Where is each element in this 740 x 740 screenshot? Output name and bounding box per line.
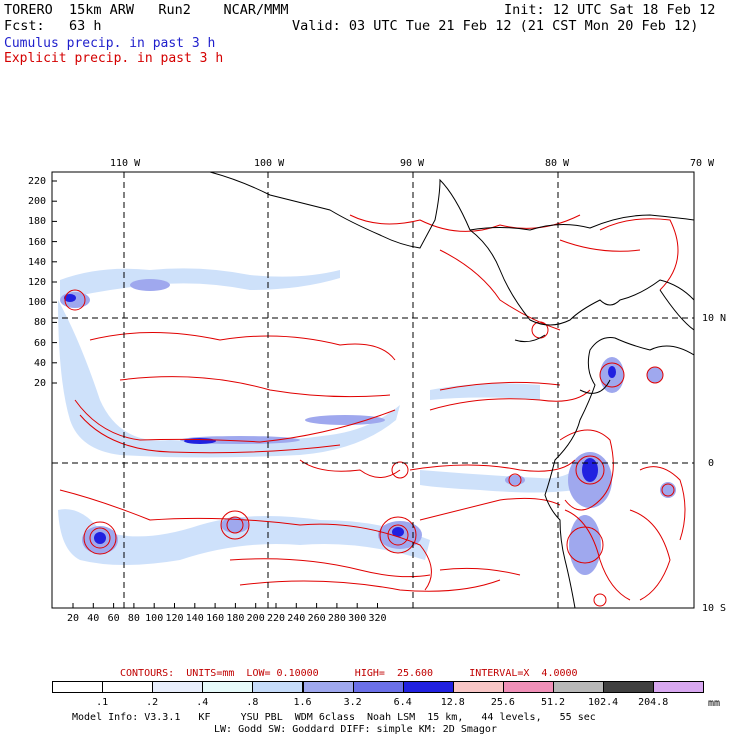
valid-time: Valid: 03 UTC Tue 21 Feb 12 (21 CST Mon … — [292, 18, 699, 34]
x-axis-ticks — [72, 603, 378, 608]
x-tick-label: 300 — [348, 613, 367, 624]
explicit-cells — [64, 289, 675, 607]
colorbar-swatch — [502, 681, 554, 693]
cumulus-legend: Cumulus precip. in past 3 h — [4, 36, 216, 51]
x-tick-label: 100 — [145, 613, 164, 624]
colorbar-label: 1.6 — [293, 697, 312, 708]
y-tick-label: 180 — [27, 216, 46, 228]
latlon-grid — [52, 172, 694, 608]
y-tick-label: 140 — [27, 256, 46, 268]
explicit-legend: Explicit precip. in past 3 h — [4, 51, 224, 66]
colorbar-swatch — [402, 681, 454, 693]
lon-label-80w: 80 W — [545, 158, 570, 169]
lon-label-90w: 90 W — [400, 158, 425, 169]
y-tick-label: 40 — [33, 357, 46, 369]
cumulus-shading — [58, 268, 575, 565]
y-tick-label: 200 — [27, 196, 46, 208]
colorbar-swatch — [553, 681, 605, 693]
model-title: TORERO 15km ARW Run2 NCAR/MMM — [4, 2, 289, 18]
colorbar-label: .1 — [96, 697, 109, 708]
x-tick-label: 40 — [87, 613, 100, 624]
colorbar-swatch — [252, 681, 304, 693]
x-tick-label: 20 — [66, 613, 80, 624]
y-tick-label: 60 — [33, 337, 46, 349]
lon-label-70w: 70 W — [690, 158, 715, 169]
colorbar-swatch — [152, 681, 204, 693]
x-tick-label: 240 — [287, 613, 306, 624]
x-tick-label: 320 — [368, 613, 387, 624]
y-tick-label: 80 — [33, 317, 46, 329]
y-tick-label: 220 — [27, 176, 46, 187]
colorbar-swatch — [102, 681, 154, 693]
colorbar-unit: mm — [708, 698, 721, 709]
y-tick-label: 160 — [27, 236, 46, 248]
x-tick-label: 260 — [307, 613, 326, 624]
colorbar-swatch — [452, 681, 504, 693]
colorbar-swatch — [352, 681, 404, 693]
colorbar-swatch — [202, 681, 254, 693]
y-tick-label: 100 — [27, 297, 46, 309]
x-tick-label: 140 — [185, 613, 204, 624]
x-tick-label: 80 — [127, 613, 140, 624]
colorbar-label: 3.2 — [343, 697, 362, 708]
coastline — [209, 172, 694, 608]
lat-label-10s: 10 S — [702, 603, 727, 614]
colorbar-swatch — [52, 681, 104, 693]
lat-label-0: 0 — [708, 458, 715, 469]
forecast-hour: Fcst: 63 h — [4, 18, 102, 34]
x-tick-label: 280 — [327, 613, 346, 624]
colorbar-label: 51.2 — [540, 697, 566, 708]
colorbar-label: 25.6 — [490, 697, 515, 708]
y-tick-label: 120 — [27, 277, 46, 288]
colorbar-swatch — [302, 681, 354, 693]
x-tick-label: 220 — [266, 613, 286, 624]
y-axis-ticks — [52, 180, 57, 384]
colorbar-swatch — [603, 681, 655, 693]
x-tick-label: 180 — [226, 613, 245, 624]
x-tick-label: 60 — [107, 613, 120, 624]
lon-label-100w: 100 W — [254, 158, 285, 169]
map-frame — [51, 171, 695, 609]
contours-info: CONTOURS: UNITS=mm LOW= 0.10000 HIGH= 25… — [120, 668, 578, 679]
lat-label-10n: 10 N — [702, 313, 727, 324]
x-tick-label: 200 — [246, 613, 265, 624]
y-tick-label: 20 — [33, 378, 46, 389]
model-info: Model Info: V3.3.1 KF YSU PBL WDM 6class… — [72, 712, 596, 723]
explicit-contours — [59, 214, 686, 601]
colorbar-label: .8 — [246, 697, 259, 708]
lon-label-110w: 110 W — [110, 158, 141, 169]
colorbar-label: 204.8 — [638, 697, 669, 708]
colorbar-label: 12.8 — [440, 697, 465, 708]
colorbar-label: .4 — [196, 697, 209, 708]
colorbar-label: 102.4 — [588, 697, 619, 708]
colorbar-label: 6.4 — [393, 697, 412, 708]
colorbar-swatch — [653, 681, 705, 693]
init-time: Init: 12 UTC Sat 18 Feb 12 — [504, 2, 716, 18]
colorbar-label: .2 — [146, 697, 159, 708]
x-tick-label: 120 — [165, 613, 184, 624]
x-tick-label: 160 — [206, 613, 225, 624]
physics-info: LW: Godd SW: Goddard DIFF: simple KM: 2D… — [214, 724, 497, 735]
